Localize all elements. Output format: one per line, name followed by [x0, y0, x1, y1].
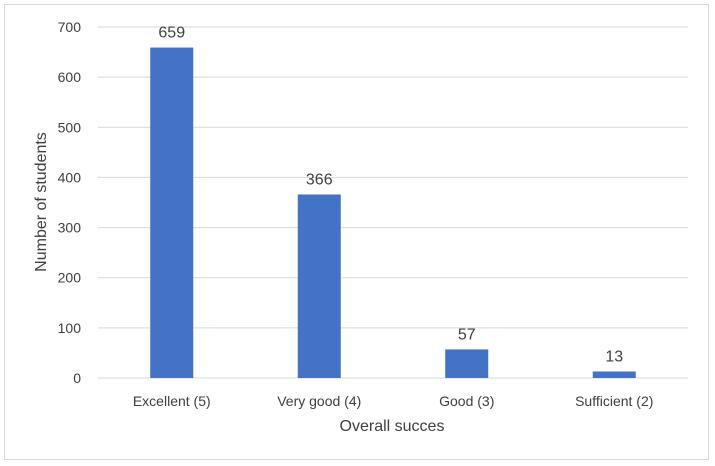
data-labels: 659 366 57 13	[158, 25, 623, 366]
y-tick-label: 400	[58, 169, 82, 185]
data-label: 13	[605, 348, 623, 365]
y-tick-labels: 0 100 200 300 400 500 600 700	[58, 19, 82, 386]
y-axis-title: Number of students	[33, 132, 50, 272]
x-tick-label: Very good (4)	[277, 393, 361, 409]
bar	[297, 194, 341, 378]
chart-frame	[4, 4, 709, 460]
y-tick-label: 200	[58, 270, 82, 286]
x-tick-label: Good (3)	[439, 393, 494, 409]
x-axis-title: Overall succes	[340, 418, 445, 435]
bar	[592, 371, 636, 378]
gridlines	[98, 26, 688, 379]
bars	[150, 47, 636, 379]
x-tick-label: Excellent (5)	[133, 393, 211, 409]
y-tick-label: 600	[58, 69, 82, 85]
y-tick-label: 100	[58, 320, 82, 336]
y-tick-label: 300	[58, 220, 82, 236]
data-label: 659	[158, 25, 185, 42]
x-tick-labels: Excellent (5) Very good (4) Good (3) Suffic…	[133, 393, 654, 409]
bar	[445, 349, 489, 378]
data-label: 57	[458, 326, 476, 343]
x-tick-label: Sufficient (2)	[575, 393, 653, 409]
y-tick-label: 0	[73, 370, 81, 386]
y-tick-label: 500	[58, 119, 82, 135]
data-label: 366	[306, 171, 333, 188]
bar	[150, 47, 194, 379]
y-tick-label: 700	[58, 19, 82, 35]
